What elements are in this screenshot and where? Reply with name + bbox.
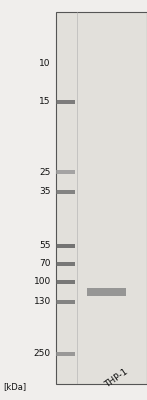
Text: 250: 250: [34, 350, 51, 358]
Text: 15: 15: [39, 98, 51, 106]
Bar: [56, 262, 75, 266]
Bar: [56, 100, 75, 104]
Bar: [56, 244, 75, 248]
Text: 100: 100: [34, 278, 51, 286]
Text: 25: 25: [39, 168, 51, 176]
Bar: [77, 12, 78, 384]
Bar: [56, 190, 75, 194]
Bar: [56, 300, 75, 304]
Text: 130: 130: [34, 298, 51, 306]
Text: [kDa]: [kDa]: [3, 382, 26, 391]
Bar: [87, 288, 126, 296]
Bar: [56, 12, 147, 384]
Bar: [56, 170, 75, 174]
Text: 55: 55: [39, 242, 51, 250]
Text: THP-1: THP-1: [103, 368, 130, 390]
Text: 70: 70: [39, 260, 51, 268]
Bar: [56, 280, 75, 284]
Text: 35: 35: [39, 188, 51, 196]
Bar: [56, 352, 75, 356]
Text: 10: 10: [39, 60, 51, 68]
